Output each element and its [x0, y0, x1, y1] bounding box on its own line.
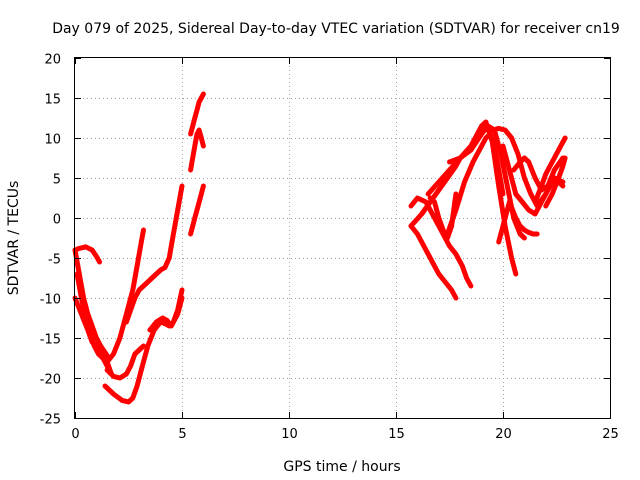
series-track-11 — [188, 127, 206, 173]
y-tick-label: -10 — [40, 293, 61, 308]
series-track-08 — [123, 183, 185, 325]
x-tick-label: 20 — [495, 427, 512, 442]
series-track-24 — [532, 135, 568, 205]
y-axis-label: SDTVAR / TECUs — [6, 181, 22, 296]
axis-ticks: 0 5 10 15 20 25 -25 -20 -15 -10 -5 0 5 10 15 20 — [40, 53, 619, 443]
y-tick-label: 0 — [53, 213, 61, 228]
series-track-09 — [147, 295, 185, 333]
series-track-01 — [72, 244, 103, 265]
x-tick-label: 5 — [178, 427, 186, 442]
series-track-05 — [104, 343, 146, 381]
series-track-23 — [500, 143, 566, 217]
series-track-12 — [188, 91, 206, 137]
x-tick-label: 0 — [71, 427, 79, 442]
data-series — [72, 91, 568, 405]
x-axis-label: GPS time / hours — [283, 459, 400, 475]
series-track-06 — [104, 227, 146, 365]
series-track-25 — [543, 155, 568, 209]
series-track-13 — [408, 223, 459, 301]
y-tick-label: 5 — [53, 173, 61, 188]
y-tick-label: -15 — [40, 333, 61, 348]
x-tick-label: 25 — [602, 427, 619, 442]
series-track-20 — [496, 199, 540, 245]
series-track-10 — [188, 183, 206, 237]
y-tick-label: 20 — [44, 53, 61, 68]
grid — [75, 58, 610, 418]
chart-title: Day 079 of 2025, Sidereal Day-to-day VTE… — [52, 21, 620, 37]
y-tick-label: -5 — [48, 253, 61, 268]
series-track-04 — [74, 271, 114, 377]
x-tick-label: 10 — [281, 427, 298, 442]
y-tick-label: 10 — [44, 133, 61, 148]
y-tick-label: -25 — [40, 413, 61, 428]
series-track-22 — [511, 155, 566, 193]
y-tick-label: -20 — [40, 373, 61, 388]
plot-frame — [74, 57, 611, 419]
y-tick-label: 15 — [44, 93, 61, 108]
series-track-18 — [425, 119, 519, 277]
x-tick-label: 15 — [388, 427, 405, 442]
